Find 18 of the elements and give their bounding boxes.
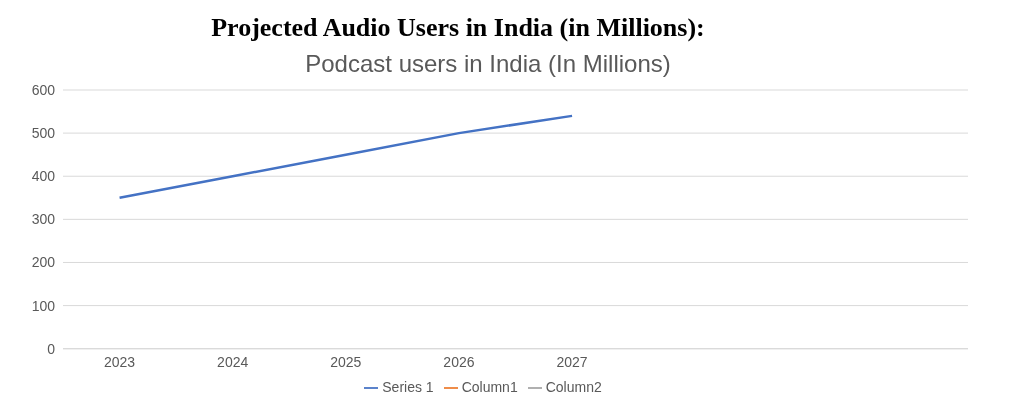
legend-label: Column1 [461,378,518,395]
x-tick-label: 2024 [217,353,249,370]
y-tick-label: 100 [31,297,56,314]
x-tick-label: 2027 [556,353,588,370]
y-tick-label: 600 [31,81,56,98]
y-tick-label: 500 [31,125,56,142]
chart-subtitle: Podcast users in India (In Millions) [304,49,672,79]
x-tick-label: 2026 [443,353,475,370]
legend-label: Column2 [545,378,602,395]
y-tick-label: 300 [31,211,56,228]
y-tick-label: 400 [31,168,56,185]
chart-title: Projected Audio Users in India (in Millions): [210,12,706,44]
legend-label: Series 1 [382,378,434,395]
y-tick-label: 200 [31,254,56,271]
x-tick-label: 2023 [103,353,136,370]
y-tick-label: 0 [47,340,56,357]
x-tick-label: 2025 [330,353,362,370]
line-series [118,114,574,200]
